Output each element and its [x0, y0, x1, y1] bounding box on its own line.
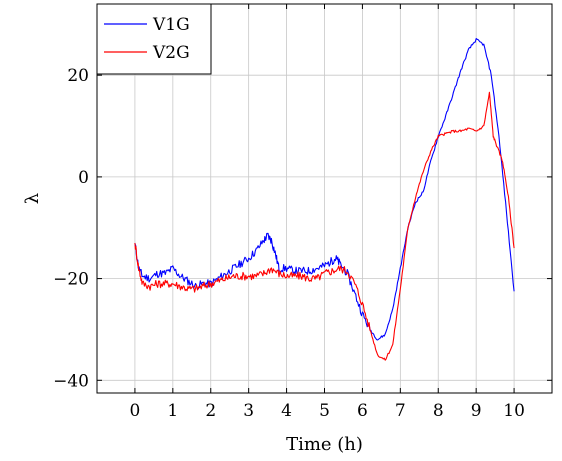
y-tick-labels: −40 −20 0 20 — [53, 66, 89, 391]
series-line-v1g — [134, 37, 515, 341]
legend-box — [96, 3, 212, 75]
x-tick-label: 7 — [395, 401, 406, 421]
grid — [97, 4, 552, 393]
x-tick-label: 10 — [503, 401, 525, 421]
y-tick-label: 0 — [78, 168, 89, 188]
axis-ticks — [97, 4, 552, 393]
y-tick-label: −20 — [53, 270, 89, 290]
x-tick-label: 8 — [433, 401, 444, 421]
legend-label-v1g: V1G — [152, 15, 190, 35]
x-tick-label: 3 — [243, 401, 254, 421]
series-line-v2g — [134, 91, 515, 361]
y-tick-label: 20 — [67, 66, 89, 86]
x-tick-label: 4 — [281, 401, 292, 421]
y-tick-label: −40 — [53, 371, 89, 391]
x-tick-label: 2 — [205, 401, 216, 421]
x-tick-labels: 0 1 2 3 4 5 6 7 8 9 10 — [130, 401, 525, 421]
x-tick-label: 0 — [130, 401, 141, 421]
y-axis-label: λ — [22, 193, 43, 204]
x-tick-label: 5 — [319, 401, 330, 421]
x-tick-label: 9 — [471, 401, 482, 421]
series-layer — [134, 37, 515, 361]
x-tick-label: 1 — [167, 401, 178, 421]
legend: V1G V2G — [96, 3, 212, 75]
x-tick-label: 6 — [357, 401, 368, 421]
x-axis-label: Time (h) — [286, 434, 363, 455]
legend-label-v2g: V2G — [152, 43, 190, 63]
